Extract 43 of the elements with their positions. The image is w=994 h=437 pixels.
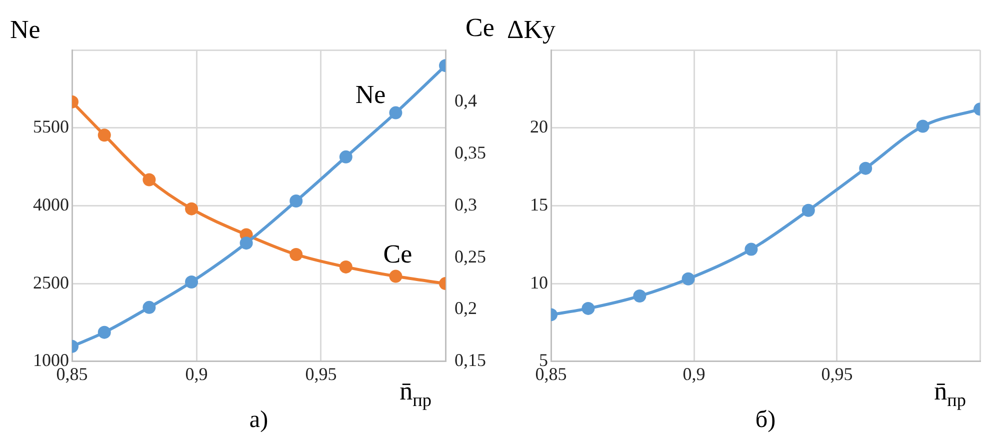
y-tick-label: 15 bbox=[530, 194, 548, 214]
y2-tick-label: 0,25 bbox=[454, 246, 486, 266]
y2-tick-label: 0,3 bbox=[454, 194, 477, 214]
y2-tick-label: 0,15 bbox=[454, 350, 486, 370]
series-label: Ne bbox=[355, 80, 386, 109]
point bbox=[240, 236, 253, 250]
point bbox=[185, 275, 198, 288]
y-tick-label: 4000 bbox=[33, 194, 69, 214]
point bbox=[582, 302, 595, 315]
y-tick-label: 2500 bbox=[33, 272, 69, 292]
point bbox=[389, 270, 402, 283]
y-tick-label: 20 bbox=[530, 116, 548, 137]
point bbox=[682, 272, 695, 286]
x-tick-label: 0,9 bbox=[185, 364, 208, 384]
point bbox=[290, 248, 303, 261]
point bbox=[859, 162, 872, 175]
x-tick-label: 0,95 bbox=[821, 364, 853, 384]
point bbox=[98, 326, 111, 339]
point bbox=[290, 194, 303, 208]
series-label: Ce bbox=[383, 239, 412, 268]
point bbox=[389, 106, 402, 120]
point bbox=[98, 128, 111, 142]
y2-tick-label: 0,2 bbox=[454, 298, 477, 318]
y2-tick-label: 0,4 bbox=[454, 90, 477, 111]
point bbox=[633, 290, 646, 303]
y2-axis-title: Ce bbox=[466, 13, 494, 42]
point bbox=[339, 260, 352, 274]
x-tick-label: 0,9 bbox=[682, 364, 706, 384]
text: б) bbox=[755, 407, 776, 433]
y-tick-label: 5500 bbox=[33, 116, 69, 137]
y2-tick-label: 0,35 bbox=[454, 142, 486, 163]
y-axis-title: Ne bbox=[10, 15, 40, 44]
point bbox=[185, 202, 198, 216]
point bbox=[916, 120, 930, 133]
point bbox=[339, 150, 352, 164]
y-tick-label: 10 bbox=[530, 272, 548, 292]
y-axis-title: ΔKy bbox=[507, 15, 556, 44]
x-tick-label: 0,95 bbox=[305, 364, 337, 384]
point bbox=[142, 173, 156, 186]
point bbox=[142, 300, 156, 314]
point bbox=[802, 204, 815, 217]
text: a) bbox=[249, 407, 268, 433]
point bbox=[744, 242, 758, 256]
